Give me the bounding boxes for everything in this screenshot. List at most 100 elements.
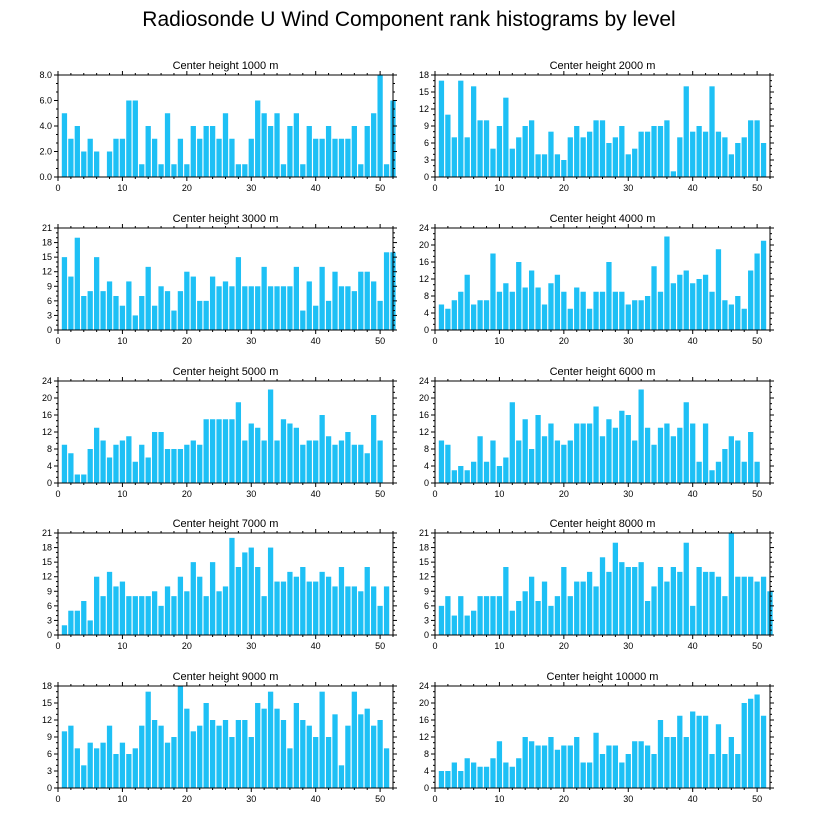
bar [68, 610, 74, 635]
bar [735, 440, 741, 483]
x-tick-label: 20 [182, 794, 192, 804]
bar [664, 120, 670, 177]
panel-title: Center height 5000 m [173, 366, 279, 378]
y-tick-label: 16 [419, 715, 429, 725]
bar [280, 419, 287, 483]
y-tick-label: 4 [47, 461, 52, 471]
bar [586, 762, 593, 788]
bar [106, 151, 113, 177]
bar [319, 691, 325, 788]
bar [632, 741, 638, 788]
bar [496, 126, 503, 177]
y-tick-label: 16 [419, 410, 429, 420]
bar [509, 610, 515, 635]
panel-8: Center height 8000 m 0 3 6 9 12 15 18 21 0 10 20 30 4… [419, 518, 774, 651]
bar [554, 749, 561, 788]
bar [490, 596, 496, 635]
bar [209, 720, 216, 788]
bar [81, 601, 87, 635]
bar [599, 120, 606, 177]
x-tick-label: 0 [55, 641, 60, 651]
bar [464, 274, 470, 330]
bar [222, 113, 229, 177]
bar [580, 423, 586, 483]
bar [164, 742, 171, 788]
bar [145, 596, 151, 635]
bar [87, 449, 93, 483]
bar [325, 300, 332, 330]
bar [158, 432, 164, 483]
bar [145, 691, 151, 788]
bar [274, 113, 280, 177]
x-tick-label: 50 [375, 183, 385, 193]
panel-title: Center height 4000 m [550, 213, 656, 225]
bar [567, 308, 573, 330]
y-tick-label: 24 [419, 376, 429, 386]
x-tick-label: 20 [559, 336, 569, 346]
bar [345, 725, 351, 788]
bar [371, 415, 377, 483]
bar [541, 304, 548, 330]
bar [490, 440, 496, 483]
x-tick-label: 50 [375, 336, 385, 346]
bar [139, 164, 145, 177]
bar [664, 236, 670, 330]
bar [561, 444, 567, 483]
bar [477, 766, 483, 788]
bar [177, 686, 184, 788]
bar [458, 466, 464, 483]
bar [358, 714, 364, 788]
bar [612, 427, 619, 483]
y-tick-label: 9 [47, 281, 52, 291]
x-tick-label: 20 [559, 641, 569, 651]
bar [580, 137, 586, 177]
bar [81, 765, 87, 788]
x-tick-label: 40 [311, 336, 321, 346]
x-tick-label: 20 [182, 183, 192, 193]
bar [760, 715, 767, 788]
bar [177, 138, 184, 177]
bar [477, 120, 483, 177]
bar [458, 80, 464, 177]
bar [293, 427, 299, 483]
bar [325, 576, 332, 635]
x-tick-label: 10 [494, 183, 504, 193]
x-tick-label: 40 [311, 641, 321, 651]
bar [548, 605, 554, 635]
bar [496, 291, 503, 330]
bar [715, 724, 722, 788]
bar [471, 461, 477, 483]
bar [74, 610, 80, 635]
bar [464, 758, 470, 788]
x-tick-label: 0 [432, 641, 437, 651]
bar [119, 138, 126, 177]
bar [702, 274, 709, 330]
bar [535, 745, 541, 788]
bar [619, 291, 625, 330]
bar [274, 440, 280, 483]
bar [702, 571, 709, 635]
bar [625, 415, 631, 483]
bar [171, 449, 177, 483]
bar [567, 440, 573, 483]
bar [496, 466, 503, 483]
bar [535, 415, 541, 483]
bar [119, 305, 126, 330]
y-tick-label: 12 [42, 715, 52, 725]
bar [61, 113, 68, 177]
bar [438, 80, 445, 177]
bar [644, 131, 651, 177]
bar [209, 562, 216, 635]
bar [197, 138, 203, 177]
bar [203, 300, 209, 330]
bar [728, 436, 734, 483]
bar [574, 737, 580, 788]
bar [74, 748, 80, 788]
x-tick-label: 40 [688, 641, 698, 651]
bar [651, 586, 657, 635]
y-tick-label: 6.0 [39, 96, 52, 106]
bar [68, 453, 74, 483]
y-tick-label: 4 [424, 766, 429, 776]
bar [677, 274, 683, 330]
